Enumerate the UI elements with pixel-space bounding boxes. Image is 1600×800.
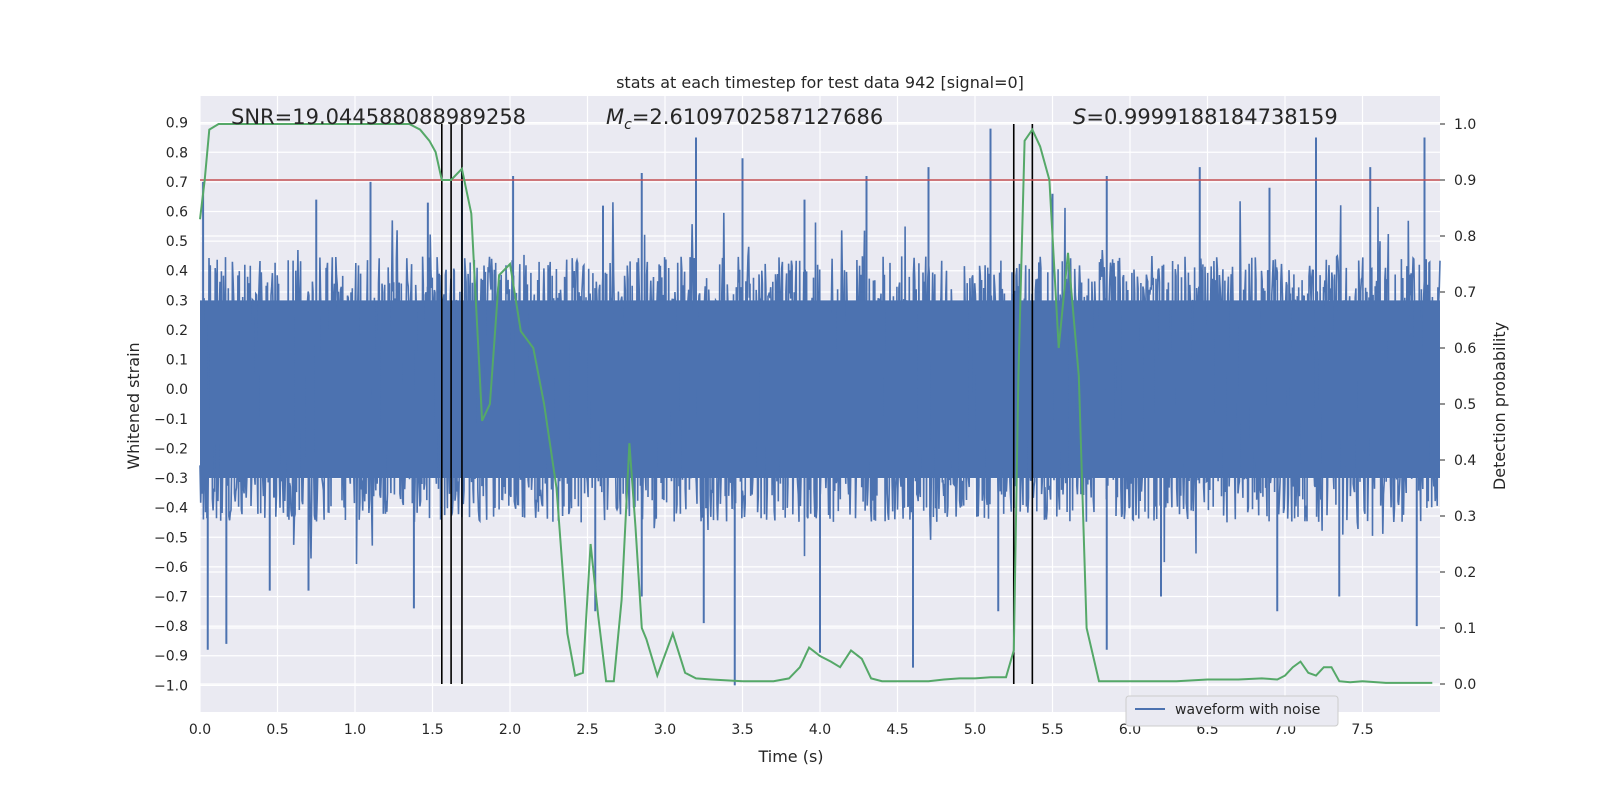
y-left-tick-label: 0.2 — [166, 323, 188, 339]
x-tick-label: 3.0 — [654, 722, 676, 738]
y-left-axis-ticks: −1.0 −0.9 −0.8 −0.7 −0.6 −0.5 −0.4 −0.3 −0.2 −0.1… — [154, 116, 188, 695]
x-tick-label: 1.0 — [344, 722, 366, 738]
y-right-axis-ticks: 0.0 0.1 0.2 0.3 0.4 0.5 0.6 0.7 0.8 0.9 1.0 — [1440, 117, 1476, 693]
y-left-tick-label: 0.0 — [166, 382, 188, 398]
y-right-tick-label: 0.4 — [1454, 453, 1476, 469]
y-left-tick-label: 0.1 — [166, 353, 188, 369]
y-right-tick-label: 0.1 — [1454, 621, 1476, 637]
y-left-tick-label: 0.4 — [166, 264, 188, 280]
y-left-tick-label: −0.6 — [154, 560, 188, 576]
x-tick-label: 3.5 — [731, 722, 753, 738]
x-tick-label: 7.5 — [1351, 722, 1373, 738]
y-left-tick-label: −0.1 — [154, 412, 188, 428]
y-left-tick-label: −0.7 — [154, 590, 188, 606]
statistic-symbol: S — [1073, 105, 1086, 129]
y-left-tick-label: −0.2 — [154, 441, 188, 457]
x-tick-label: 0.0 — [189, 722, 211, 738]
statistic-annotation: S=0.9999188184738159 — [1073, 105, 1338, 129]
y-left-tick-label: 0.5 — [166, 234, 188, 250]
legend: waveform with noise — [1125, 695, 1339, 727]
y-left-tick-label: 0.6 — [166, 205, 188, 221]
y-left-axis-label: Whitened strain — [124, 342, 143, 469]
chirp-mass-symbol: M — [606, 105, 624, 129]
y-left-tick-label: −0.9 — [154, 649, 188, 665]
x-tick-label: 5.0 — [964, 722, 986, 738]
y-right-tick-label: 0.3 — [1454, 509, 1476, 525]
y-left-tick-label: 0.9 — [166, 116, 188, 132]
legend-entry: waveform with noise — [1175, 702, 1320, 718]
x-tick-label: 1.5 — [421, 722, 443, 738]
y-left-tick-label: −0.3 — [154, 471, 188, 487]
waveform-series — [199, 128, 1441, 686]
y-right-tick-label: 0.9 — [1454, 173, 1476, 189]
y-left-tick-label: −0.8 — [154, 619, 188, 635]
x-tick-label: 4.0 — [809, 722, 831, 738]
waveform-line — [199, 201, 1441, 565]
x-axis-ticks: 0.0 0.5 1.0 1.5 2.0 2.5 3.0 3.5 4.0 4.5 5.0 5.5 6.0 6… — [189, 722, 1374, 738]
statistic-value: =0.9999188184738159 — [1086, 105, 1337, 129]
y-left-tick-label: −0.4 — [154, 501, 188, 517]
y-left-tick-label: 0.7 — [166, 175, 188, 191]
y-right-tick-label: 0.7 — [1454, 285, 1476, 301]
y-right-tick-label: 0.6 — [1454, 341, 1476, 357]
y-right-axis-label: Detection probability — [1490, 322, 1509, 490]
y-left-tick-label: −1.0 — [154, 678, 188, 694]
y-left-tick-label: −0.5 — [154, 530, 188, 546]
x-tick-label: 5.5 — [1041, 722, 1063, 738]
y-right-tick-label: 0.2 — [1454, 565, 1476, 581]
chirp-mass-annotation: Mc=2.6109702587127686 — [606, 105, 883, 133]
probability-line — [199, 123, 1433, 684]
vertical-markers — [440, 124, 1034, 684]
x-axis-label: Time (s) — [757, 747, 823, 766]
x-tick-label: 4.5 — [886, 722, 908, 738]
legend-box — [1125, 695, 1339, 727]
chirp-mass-subscript: c — [624, 117, 632, 133]
y-right-tick-label: 1.0 — [1454, 117, 1476, 133]
x-tick-label: 2.5 — [576, 722, 598, 738]
probability-series — [199, 123, 1433, 684]
x-tick-label: 2.0 — [499, 722, 521, 738]
y-left-tick-label: 0.3 — [166, 293, 188, 309]
y-right-tick-label: 0.5 — [1454, 397, 1476, 413]
y-right-tick-label: 0.8 — [1454, 229, 1476, 245]
x-tick-label: 0.5 — [266, 722, 288, 738]
y-left-tick-label: 0.8 — [166, 145, 188, 161]
snr-annotation: SNR=19.044588088989258 — [231, 105, 526, 129]
chirp-mass-value: =2.6109702587127686 — [632, 105, 883, 129]
y-right-tick-label: 0.0 — [1454, 677, 1476, 693]
chart-title: stats at each timestep for test data 942… — [616, 73, 1024, 92]
